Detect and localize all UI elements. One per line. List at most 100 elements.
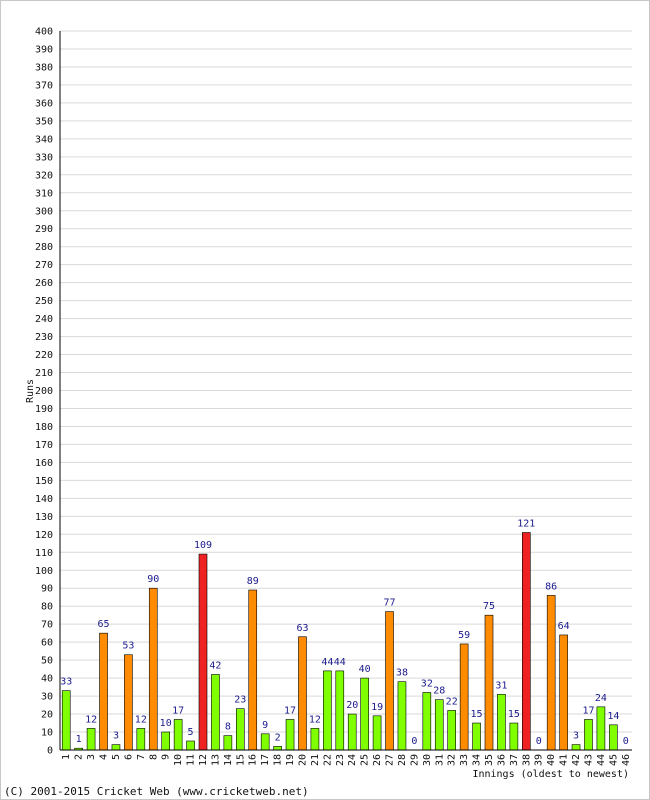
x-tick-label: 41 bbox=[559, 754, 570, 766]
x-tick-label: 21 bbox=[310, 754, 321, 766]
x-tick-label: 30 bbox=[422, 754, 433, 766]
y-tick-label: 270 bbox=[35, 260, 53, 271]
bar bbox=[236, 708, 245, 751]
x-tick-label: 5 bbox=[111, 754, 122, 760]
bar bbox=[99, 632, 108, 751]
bar bbox=[335, 670, 345, 751]
data-label: 28 bbox=[433, 686, 445, 697]
y-tick-label: 50 bbox=[41, 656, 53, 667]
x-tick-label: 18 bbox=[273, 754, 284, 766]
data-label: 38 bbox=[396, 668, 408, 679]
y-tick-label: 120 bbox=[35, 530, 53, 541]
bar bbox=[447, 710, 456, 751]
y-tick-label: 160 bbox=[35, 458, 53, 469]
bar bbox=[559, 634, 568, 751]
y-tick-label: 300 bbox=[35, 206, 53, 217]
data-label: 15 bbox=[471, 709, 483, 720]
x-tick-label: 36 bbox=[496, 754, 507, 766]
y-tick-label: 170 bbox=[35, 440, 53, 451]
x-tick-label: 11 bbox=[186, 754, 197, 766]
bar bbox=[136, 728, 146, 751]
x-tick-label: 31 bbox=[434, 754, 445, 766]
y-tick-label: 350 bbox=[35, 116, 53, 127]
bar bbox=[596, 706, 606, 751]
bar bbox=[298, 636, 307, 751]
bar bbox=[198, 553, 208, 751]
bar bbox=[385, 611, 394, 751]
y-tick-label: 390 bbox=[35, 44, 53, 55]
x-tick-label: 24 bbox=[347, 754, 358, 766]
bar bbox=[173, 719, 183, 751]
bars bbox=[61, 532, 618, 751]
bar bbox=[285, 719, 295, 751]
x-tick-label: 16 bbox=[248, 754, 259, 766]
y-tick-label: 20 bbox=[41, 710, 53, 721]
x-tick-label: 39 bbox=[534, 754, 545, 766]
x-tick-label: 1 bbox=[61, 754, 72, 760]
data-label: 12 bbox=[309, 714, 321, 725]
data-label: 59 bbox=[458, 630, 470, 641]
bar bbox=[434, 699, 444, 751]
bar bbox=[186, 740, 195, 751]
data-label: 10 bbox=[160, 718, 172, 729]
y-tick-label: 200 bbox=[35, 386, 53, 397]
bar bbox=[397, 681, 407, 751]
data-label: 40 bbox=[359, 664, 371, 675]
data-label: 5 bbox=[188, 727, 194, 738]
copyright-footer: (C) 2001-2015 Cricket Web (www.cricketwe… bbox=[4, 785, 309, 798]
x-tick-label: 37 bbox=[509, 754, 520, 766]
data-label: 1 bbox=[76, 734, 82, 745]
y-tick-label: 190 bbox=[35, 404, 53, 415]
x-tick-label: 29 bbox=[409, 754, 420, 766]
data-label: 53 bbox=[122, 641, 134, 652]
y-tick-label: 220 bbox=[35, 350, 53, 361]
x-tick-label: 4 bbox=[99, 754, 110, 760]
bar bbox=[522, 532, 531, 751]
y-tick-label: 230 bbox=[35, 332, 53, 343]
data-label: 22 bbox=[446, 696, 458, 707]
bar bbox=[360, 677, 369, 751]
y-tick-label: 0 bbox=[47, 746, 53, 757]
bar bbox=[584, 719, 593, 751]
data-label: 75 bbox=[483, 601, 495, 612]
x-tick-label: 35 bbox=[484, 754, 495, 766]
y-tick-label: 210 bbox=[35, 368, 53, 379]
data-label: 17 bbox=[582, 705, 594, 716]
y-tick-label: 130 bbox=[35, 512, 53, 523]
data-label: 8 bbox=[225, 722, 231, 733]
x-tick-label: 32 bbox=[447, 754, 458, 766]
x-tick-label: 2 bbox=[74, 754, 85, 760]
x-tick-label: 33 bbox=[459, 754, 470, 766]
data-label: 19 bbox=[371, 702, 383, 713]
y-tick-label: 110 bbox=[35, 548, 53, 559]
y-tick-label: 30 bbox=[41, 692, 53, 703]
x-axis-label: Innings (oldest to newest) bbox=[472, 769, 629, 780]
y-tick-label: 140 bbox=[35, 494, 53, 505]
y-tick-label: 100 bbox=[35, 566, 53, 577]
x-tick-label: 26 bbox=[372, 754, 383, 766]
y-tick-label: 60 bbox=[41, 638, 53, 649]
bar bbox=[609, 724, 618, 751]
x-tick-label: 10 bbox=[173, 754, 184, 766]
x-tick-label: 38 bbox=[521, 754, 532, 766]
x-axis-ticks: 1 2 3 4 5 6 7 8 9 10 11 12 13 14 15 16 17 18 19 20 21 22 23 24 2… bbox=[61, 754, 632, 766]
data-label: 32 bbox=[421, 678, 433, 689]
data-label: 63 bbox=[296, 623, 308, 634]
bar bbox=[571, 744, 581, 751]
x-tick-label: 43 bbox=[583, 754, 594, 766]
x-tick-label: 22 bbox=[322, 754, 333, 766]
grid-layer bbox=[60, 30, 632, 733]
bar bbox=[148, 587, 158, 751]
y-tick-label: 340 bbox=[35, 134, 53, 145]
x-tick-label: 20 bbox=[297, 754, 308, 766]
y-tick-label: 290 bbox=[35, 224, 53, 235]
data-label: 12 bbox=[85, 714, 97, 725]
data-label: 0 bbox=[411, 736, 417, 747]
x-tick-label: 14 bbox=[223, 754, 234, 766]
x-tick-label: 46 bbox=[621, 754, 632, 766]
data-label: 44 bbox=[334, 657, 346, 668]
x-tick-label: 27 bbox=[385, 754, 396, 766]
bar bbox=[546, 595, 556, 751]
bar bbox=[260, 733, 270, 751]
